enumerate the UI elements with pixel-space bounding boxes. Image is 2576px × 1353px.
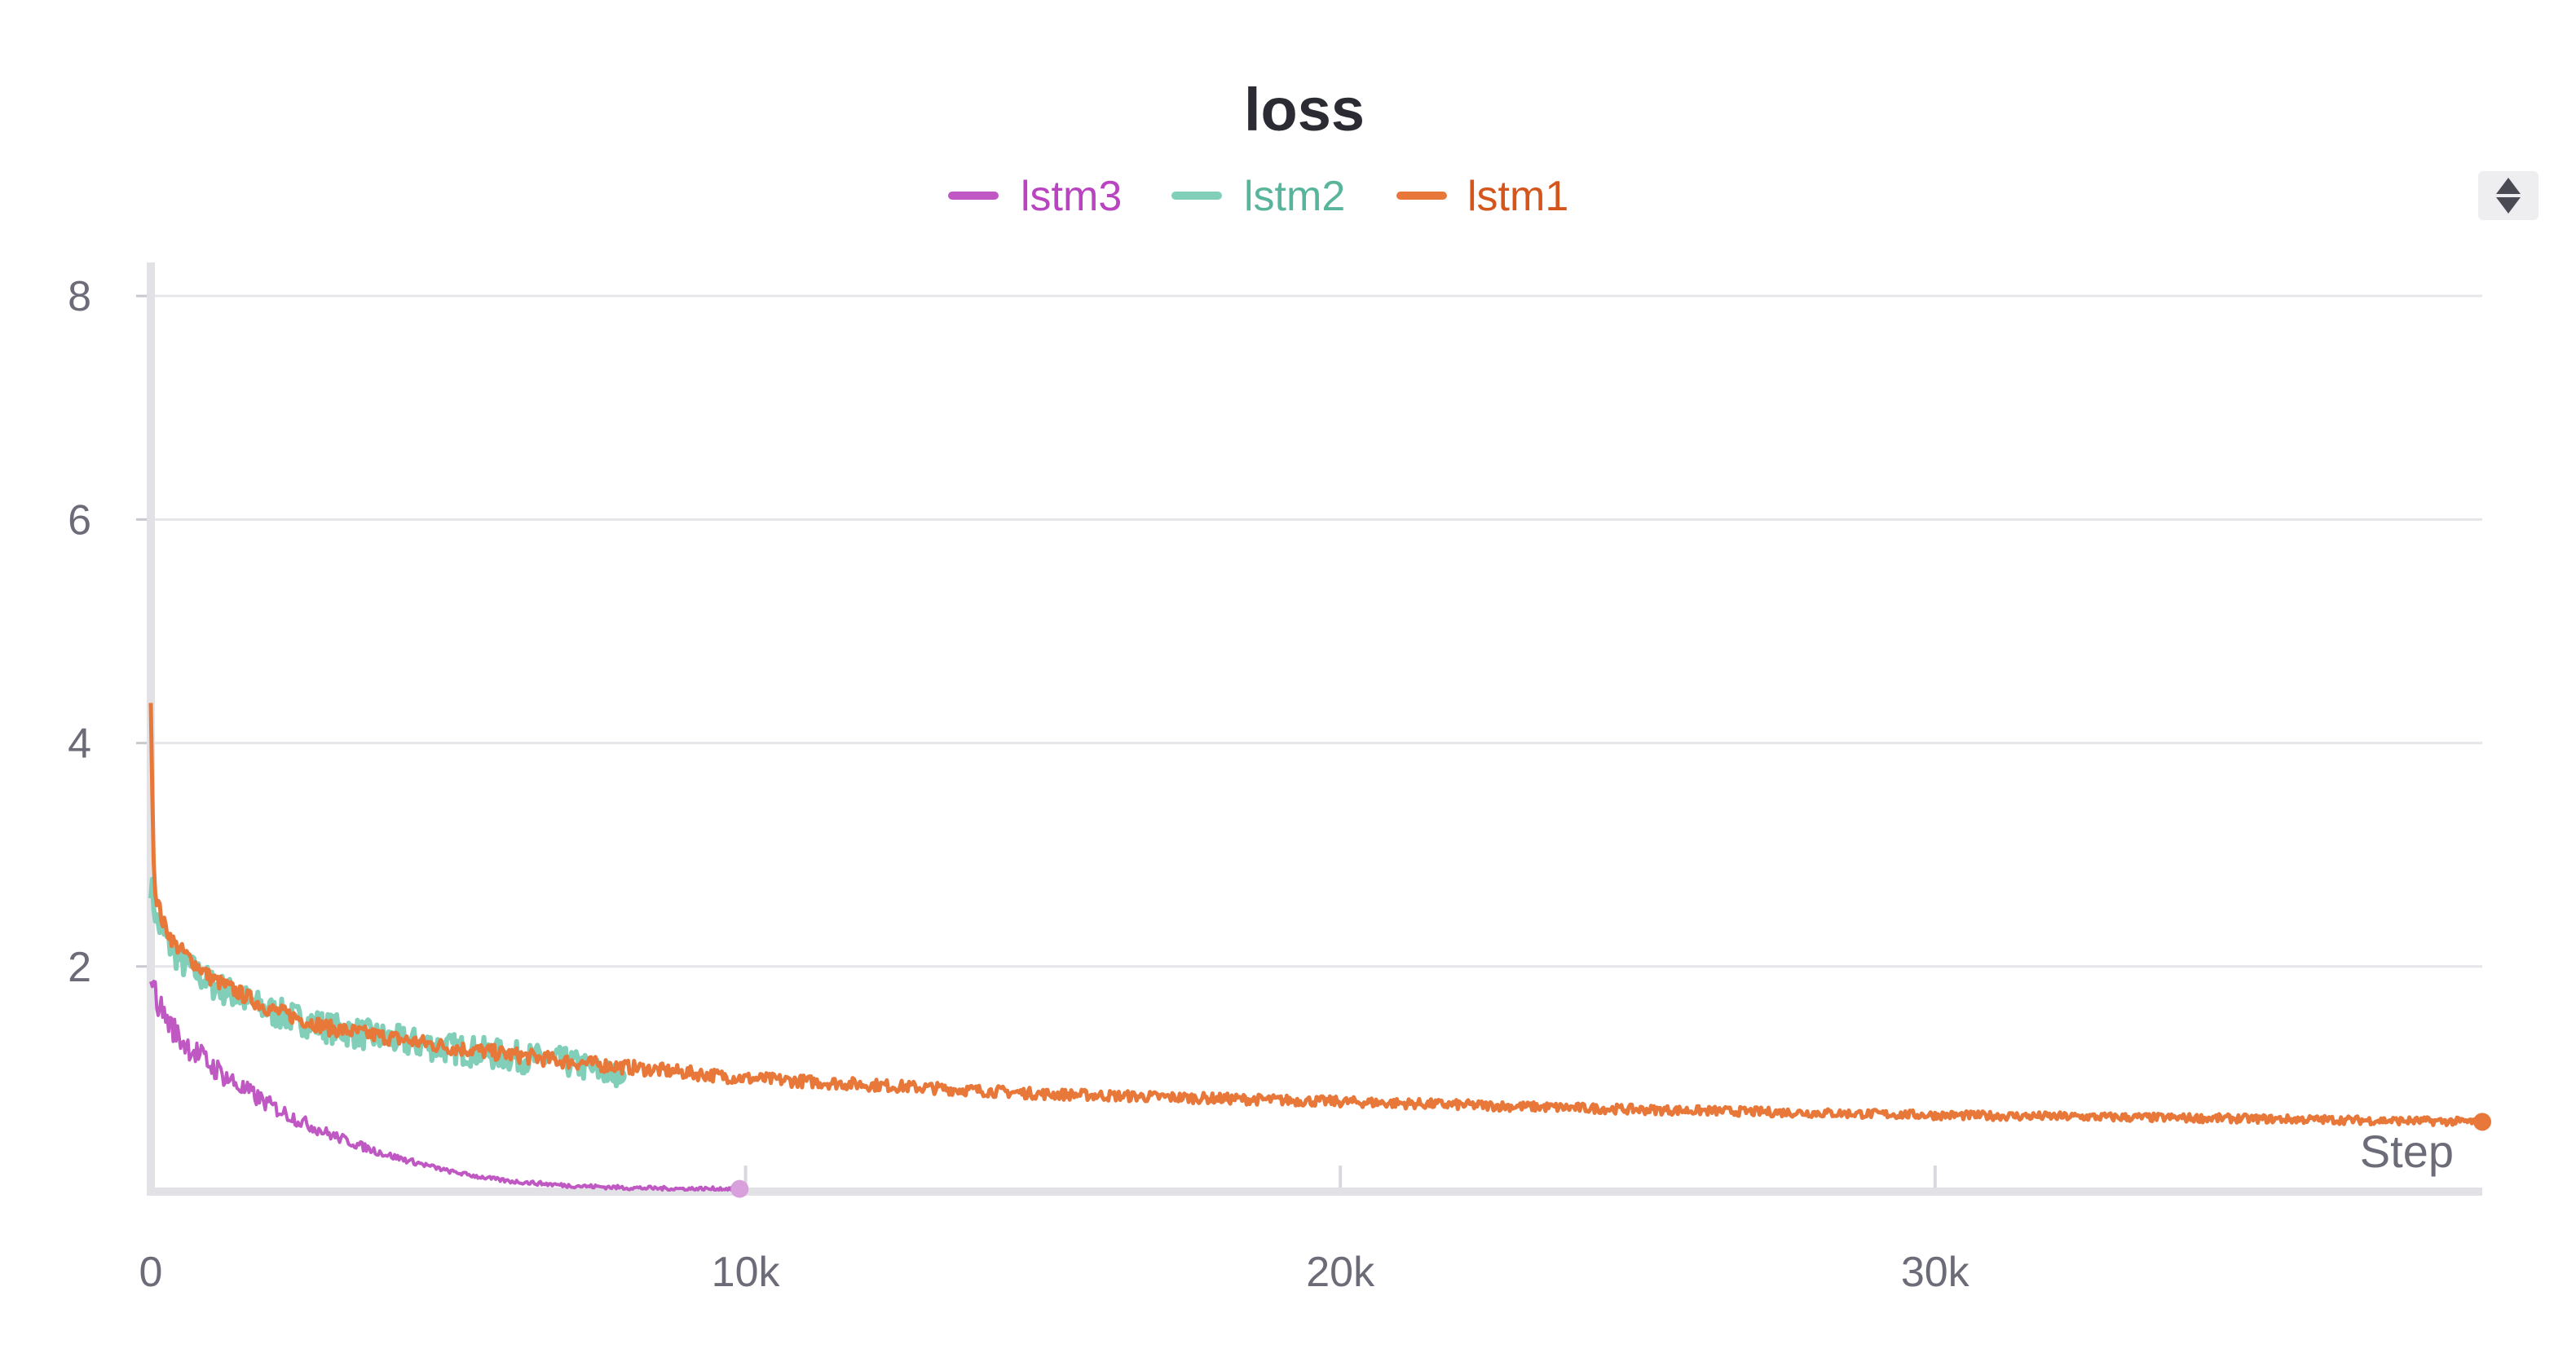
legend-label: lstm3 <box>1021 173 1122 220</box>
series-line-lstm3 <box>149 980 741 1192</box>
series-line-lstm1 <box>148 703 2485 1127</box>
gridlines <box>151 294 2482 968</box>
series-lines <box>148 703 2491 1198</box>
legend-label: lstm1 <box>1467 173 1568 220</box>
series-end-point-lstm3 <box>730 1179 749 1198</box>
y-axis-ticks: 2 4 6 8 <box>68 273 151 991</box>
x-tick-label: 10k <box>712 1249 781 1296</box>
x-axis-label: Step <box>2360 1126 2454 1177</box>
y-tick-label: 2 <box>68 944 91 991</box>
legend: lstm3 lstm2 lstm1 <box>948 173 1568 220</box>
x-tick-label: 30k <box>1901 1249 1970 1296</box>
x-tick-label: 20k <box>1306 1249 1375 1296</box>
y-tick-label: 6 <box>68 496 91 544</box>
legend-item-lstm3[interactable]: lstm3 <box>948 173 1122 220</box>
legend-item-lstm1[interactable]: lstm1 <box>1396 173 1568 220</box>
series-end-point-lstm1 <box>2473 1113 2491 1131</box>
legend-item-lstm2[interactable]: lstm2 <box>1171 173 1345 220</box>
x-axis-ticks: 0 10k 20k 30k <box>139 1166 1970 1296</box>
sort-updown-icon[interactable] <box>2478 171 2539 220</box>
chart-title: loss <box>1244 76 1365 143</box>
y-tick-label: 8 <box>68 273 91 320</box>
x-tick-label: 0 <box>139 1249 163 1296</box>
y-tick-label: 4 <box>68 721 91 768</box>
legend-label: lstm2 <box>1244 173 1345 220</box>
